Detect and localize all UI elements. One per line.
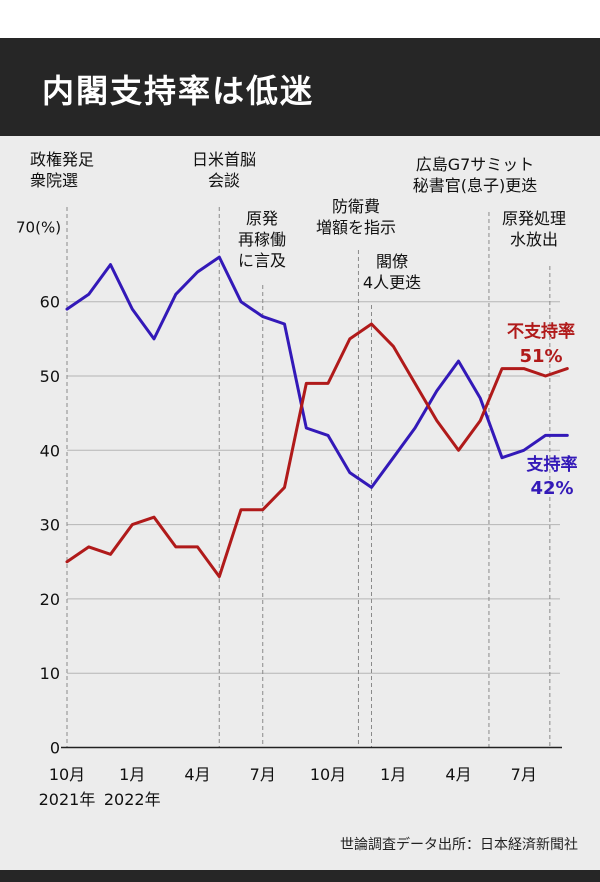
- x-tick-label: 4月: [184, 765, 210, 784]
- x-tick-label: 4月: [445, 765, 471, 784]
- event-label: 会談: [208, 171, 240, 190]
- series-label: 支持率: [527, 454, 578, 475]
- y-tick-label: 70(%): [16, 218, 61, 236]
- series-label: 不支持率: [507, 321, 575, 342]
- y-tick-label: 10: [40, 664, 60, 683]
- event-label: 原発処理: [502, 209, 566, 228]
- bottom-bar: [0, 870, 600, 882]
- event-label: 4人更迭: [363, 273, 421, 292]
- source-note: 世論調査データ出所：日本経済新聞社: [340, 837, 578, 853]
- top-margin: [0, 0, 600, 38]
- event-label: 閣僚: [376, 252, 408, 271]
- event-label: 防衛費: [332, 197, 380, 216]
- event-label: に言及: [238, 251, 286, 270]
- event-label: 原発: [246, 209, 278, 228]
- y-tick-label: 20: [40, 590, 60, 609]
- y-tick-label: 60: [40, 293, 60, 312]
- series-line-nonsupport: [65, 322, 569, 579]
- title-bar: 内閣支持率は低迷: [0, 38, 600, 136]
- y-tick-label: 50: [40, 367, 60, 386]
- x-tick-label: 7月: [511, 765, 537, 784]
- x-tick-label: 1月: [380, 765, 406, 784]
- event-label: 水放出: [510, 230, 558, 249]
- x-tick-label: 10月: [310, 765, 346, 784]
- event-label: 日米首脳: [192, 150, 256, 169]
- y-tick-label: 0: [50, 739, 60, 758]
- y-tick-label: 40: [40, 441, 60, 460]
- chart-title: 内閣支持率は低迷: [42, 72, 315, 110]
- x-tick-label: 10月: [49, 765, 85, 784]
- x-tick-year-label: 2022年: [104, 790, 161, 809]
- event-label: 衆院選: [30, 171, 78, 190]
- series-end-value: 51%: [519, 346, 562, 367]
- series-line-support: [65, 255, 569, 489]
- event-label: 秘書官(息子)更迭: [413, 176, 538, 195]
- x-tick-label: 7月: [250, 765, 276, 784]
- event-label: 再稼働: [238, 230, 286, 249]
- x-tick-label: 1月: [119, 765, 145, 784]
- y-tick-label: 30: [40, 516, 60, 535]
- event-label: 増額を指示: [316, 218, 396, 237]
- series-end-value: 42%: [530, 478, 573, 499]
- event-label: 政権発足: [30, 150, 94, 169]
- event-label: 広島G7サミット: [416, 155, 535, 174]
- x-tick-year-label: 2021年: [39, 790, 96, 809]
